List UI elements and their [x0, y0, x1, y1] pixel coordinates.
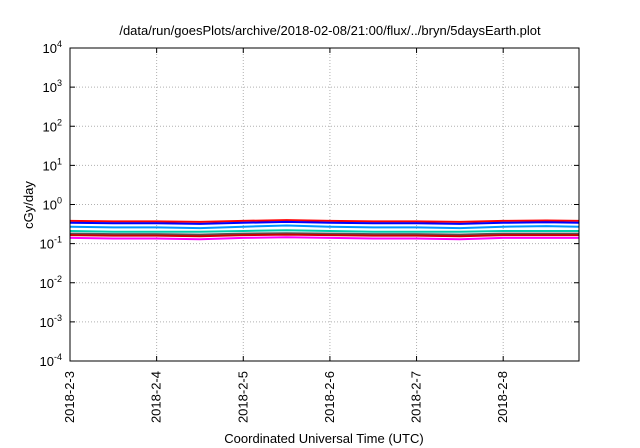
- x-tick-label: 2018-2-8: [495, 371, 510, 423]
- y-tick-label: 10-4: [40, 352, 62, 369]
- y-tick-exponent: 2: [57, 117, 62, 127]
- y-tick-exponent: 0: [57, 196, 62, 206]
- y-tick-base: 10: [43, 80, 57, 95]
- grid-lines: [70, 47, 579, 362]
- y-tick-base: 10: [43, 119, 57, 134]
- y-tick-label: 102: [43, 117, 62, 134]
- y-tick-base: 10: [40, 237, 54, 252]
- y-tick-exponent: 4: [57, 39, 62, 49]
- chart-title: /data/run/goesPlots/archive/2018-02-08/2…: [119, 23, 541, 38]
- y-tick-exponent: 1: [57, 156, 62, 166]
- y-tick-base: 10: [40, 276, 54, 291]
- y-tick-exponent: 3: [57, 78, 62, 88]
- series-line-7: [69, 236, 579, 241]
- y-tick-label: 10-1: [40, 235, 62, 252]
- x-tick-label: 2018-2-3: [62, 371, 77, 423]
- y-tick-base: 10: [43, 158, 57, 173]
- series-line-3: [69, 224, 580, 230]
- x-tick-label: 2018-2-7: [409, 371, 424, 423]
- y-tick-exponent: -3: [54, 313, 62, 323]
- series-line-6: [69, 233, 579, 238]
- series-line-4: [69, 229, 579, 233]
- y-tick-exponent: -4: [54, 352, 62, 362]
- series-layer: [69, 219, 580, 241]
- y-tick-label: 10-2: [40, 274, 62, 291]
- y-tick-base: 10: [40, 354, 54, 369]
- y-tick-label: 104: [43, 39, 62, 56]
- y-tick-base: 10: [43, 41, 57, 56]
- x-tick-label: 2018-2-5: [235, 371, 250, 423]
- x-tick-label: 2018-2-6: [322, 371, 337, 423]
- x-tick-label: 2018-2-4: [149, 371, 164, 423]
- y-tick-exponent: -2: [54, 274, 62, 284]
- series-line-1: [69, 219, 580, 223]
- y-tick-label: 101: [43, 156, 62, 173]
- y-tick-base: 10: [43, 198, 57, 213]
- y-tick-base: 10: [40, 315, 54, 330]
- x-axis-label: Coordinated Universal Time (UTC): [224, 431, 423, 446]
- y-tick-label: 100: [43, 196, 62, 213]
- y-tick-label: 103: [43, 78, 62, 95]
- y-tick-exponent: -1: [54, 235, 62, 245]
- series-line-5: [69, 232, 579, 236]
- y-axis-label: cGy/day: [21, 181, 36, 229]
- series-line-2: [69, 220, 580, 225]
- y-tick-label: 10-3: [40, 313, 62, 330]
